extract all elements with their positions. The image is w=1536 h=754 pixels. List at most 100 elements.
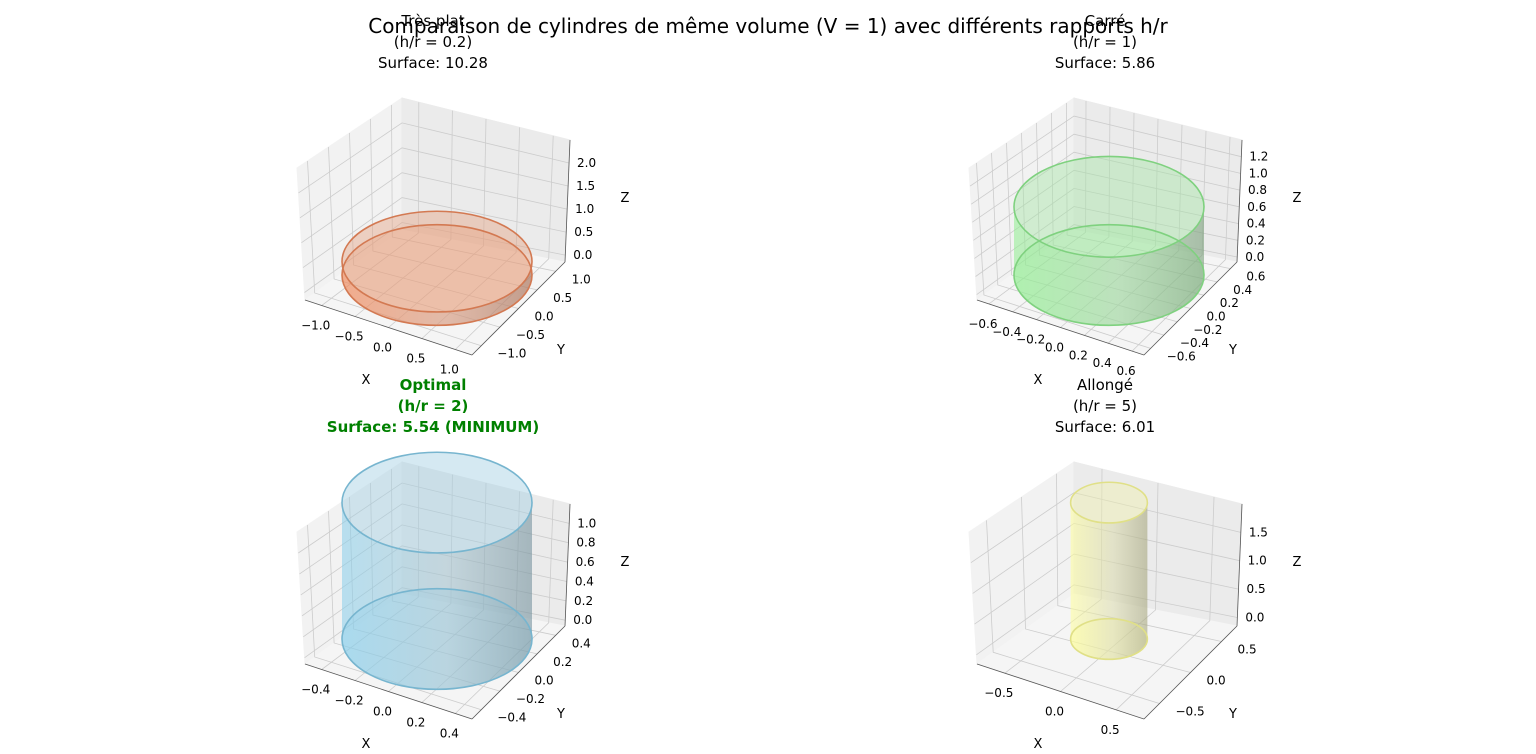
z-tick-label: 1.5 (576, 179, 595, 193)
x-axis-label: X (1034, 737, 1043, 752)
y-tick-label: −0.2 (1193, 323, 1222, 337)
z-tick-label: 0.6 (1247, 200, 1266, 214)
y-axis-line (1143, 625, 1238, 720)
y-tick-label: 1.0 (572, 272, 591, 286)
x-tick-label: −0.4 (992, 325, 1021, 339)
subplot-title-line: Optimal (400, 376, 467, 394)
tick-labels: −1.0−0.50.00.51.0−1.0−0.50.00.51.00.00.5… (301, 156, 596, 376)
z-tick-label: 1.0 (1248, 554, 1267, 568)
subplot-title-line: Allongé (1077, 376, 1133, 394)
z-tick-label: 0.6 (576, 555, 595, 569)
subplot-title-line: Surface: 6.01 (1055, 418, 1155, 436)
cylinder-top (1069, 481, 1149, 524)
y-tick-label: −0.5 (1176, 705, 1205, 719)
subplot-title-line: Très plat (400, 12, 464, 30)
x-tick-label: 0.0 (373, 341, 392, 355)
subplot-title-line: Carré (1085, 12, 1126, 30)
x-axis-line (304, 663, 473, 720)
x-tick-label: 0.5 (406, 352, 425, 366)
x-tick-label: 0.0 (373, 705, 392, 719)
x-axis-line (976, 663, 1145, 720)
z-tick-label: 0.0 (1245, 250, 1264, 264)
z-tick-label: 0.8 (576, 536, 595, 550)
z-tick-label: 1.2 (1249, 150, 1268, 164)
y-axis-line (471, 261, 566, 356)
z-tick-label: 0.4 (575, 574, 594, 588)
y-tick-label: 0.2 (1220, 296, 1239, 310)
tick-labels: −0.6−0.4−0.20.00.20.40.6−0.6−0.4−0.20.00… (968, 150, 1268, 378)
subplot-title-line: (h/r = 0.2) (394, 33, 472, 51)
cylinder (341, 451, 533, 691)
subplot-title-line: Surface: 5.86 (1055, 54, 1155, 72)
z-tick-label: 1.0 (577, 516, 596, 530)
subplot-title-line: Surface: 5.54 (MINIMUM) (327, 418, 539, 436)
z-tick-label: 0.0 (573, 613, 592, 627)
y-tick-label: 0.5 (1238, 643, 1257, 657)
y-tick-label: −0.6 (1167, 349, 1196, 363)
cylinder-bottom-outline (1013, 223, 1205, 327)
x-tick-label: −0.2 (1016, 333, 1045, 347)
subplot-4: −0.5 0.0 0.5 −0.5 0.0 0.5 0.0 0.5 1.0 1.5 X Y Z Allon… (968, 376, 1302, 752)
x-axis-line (976, 299, 1145, 356)
x-tick-label: 0.0 (1045, 705, 1064, 719)
z-axis-line (564, 503, 571, 627)
y-axis-label: Y (556, 707, 565, 722)
x-tick-label: −0.5 (335, 330, 364, 344)
y-tick-label: 0.5 (553, 291, 572, 305)
x-axis-label: X (362, 373, 371, 388)
z-tick-label: 0.8 (1248, 183, 1267, 197)
z-tick-label: 1.0 (575, 202, 594, 216)
x-tick-label: −1.0 (301, 319, 330, 333)
y-tick-label: 0.4 (1233, 283, 1252, 297)
cylinder (1069, 481, 1149, 661)
x-tick-label: 0.2 (1069, 348, 1088, 362)
x-tick-label: 0.2 (406, 716, 425, 730)
cylinder-top (1013, 155, 1205, 258)
y-tick-label: −1.0 (497, 347, 526, 361)
y-tick-label: 0.0 (1207, 674, 1226, 688)
cylinder-bottom-outline (341, 223, 533, 327)
z-axis-label: Z (621, 555, 630, 570)
cylinder-top (341, 451, 533, 554)
subplot-1: −1.0−0.50.00.51.0−1.0−0.50.00.51.00.00.5… (296, 12, 630, 388)
z-tick-label: 0.2 (1246, 233, 1265, 247)
z-tick-label: 0.0 (1245, 610, 1264, 624)
z-tick-label: 0.5 (1247, 582, 1266, 596)
subplot-3: −0.4−0.20.00.20.4−0.4−0.20.00.20.40.00.2… (296, 376, 630, 752)
subplot-2: −0.6−0.4−0.20.00.20.40.6−0.6−0.4−0.20.00… (968, 12, 1301, 388)
x-tick-label: −0.6 (968, 317, 997, 331)
x-tick-label: 0.6 (1117, 364, 1136, 378)
cylinder-bottom (342, 224, 532, 326)
z-tick-label: 0.5 (574, 225, 593, 239)
z-tick-label: 0.4 (1247, 217, 1266, 231)
subplot-title-line: (h/r = 1) (1073, 33, 1137, 51)
tick-labels: −0.5 0.0 0.5 −0.5 0.0 0.5 0.0 0.5 1.0 1.5 (984, 525, 1268, 736)
y-axis-label: Y (1228, 343, 1237, 358)
z-tick-label: 0.0 (573, 248, 592, 262)
y-tick-label: 0.0 (1207, 310, 1226, 324)
y-tick-label: −0.4 (1180, 336, 1209, 350)
y-tick-label: 0.0 (535, 310, 554, 324)
x-tick-label: −0.5 (984, 686, 1013, 700)
y-axis-label: Y (556, 343, 565, 358)
cylinder (341, 210, 533, 327)
y-axis-line (1143, 261, 1238, 356)
z-axis-label: Z (1293, 555, 1302, 570)
x-tick-label: 0.5 (1101, 723, 1120, 737)
z-tick-label: 2.0 (577, 156, 596, 170)
cylinder-bottom-outline (341, 587, 533, 691)
cylinder (1013, 155, 1205, 327)
x-axis-label: X (1034, 373, 1043, 388)
subplot-title-line: (h/r = 2) (398, 397, 469, 415)
x-tick-label: −0.4 (301, 683, 330, 697)
y-tick-label: 0.2 (553, 655, 572, 669)
z-tick-label: 1.0 (1249, 166, 1268, 180)
x-tick-label: 0.4 (440, 727, 459, 741)
x-tick-label: 0.0 (1045, 341, 1064, 355)
z-axis-line (564, 139, 571, 263)
z-tick-label: 0.2 (574, 594, 593, 608)
y-tick-label: 0.0 (535, 674, 554, 688)
y-tick-label: 0.6 (1246, 270, 1265, 284)
y-tick-label: −0.2 (516, 692, 545, 706)
